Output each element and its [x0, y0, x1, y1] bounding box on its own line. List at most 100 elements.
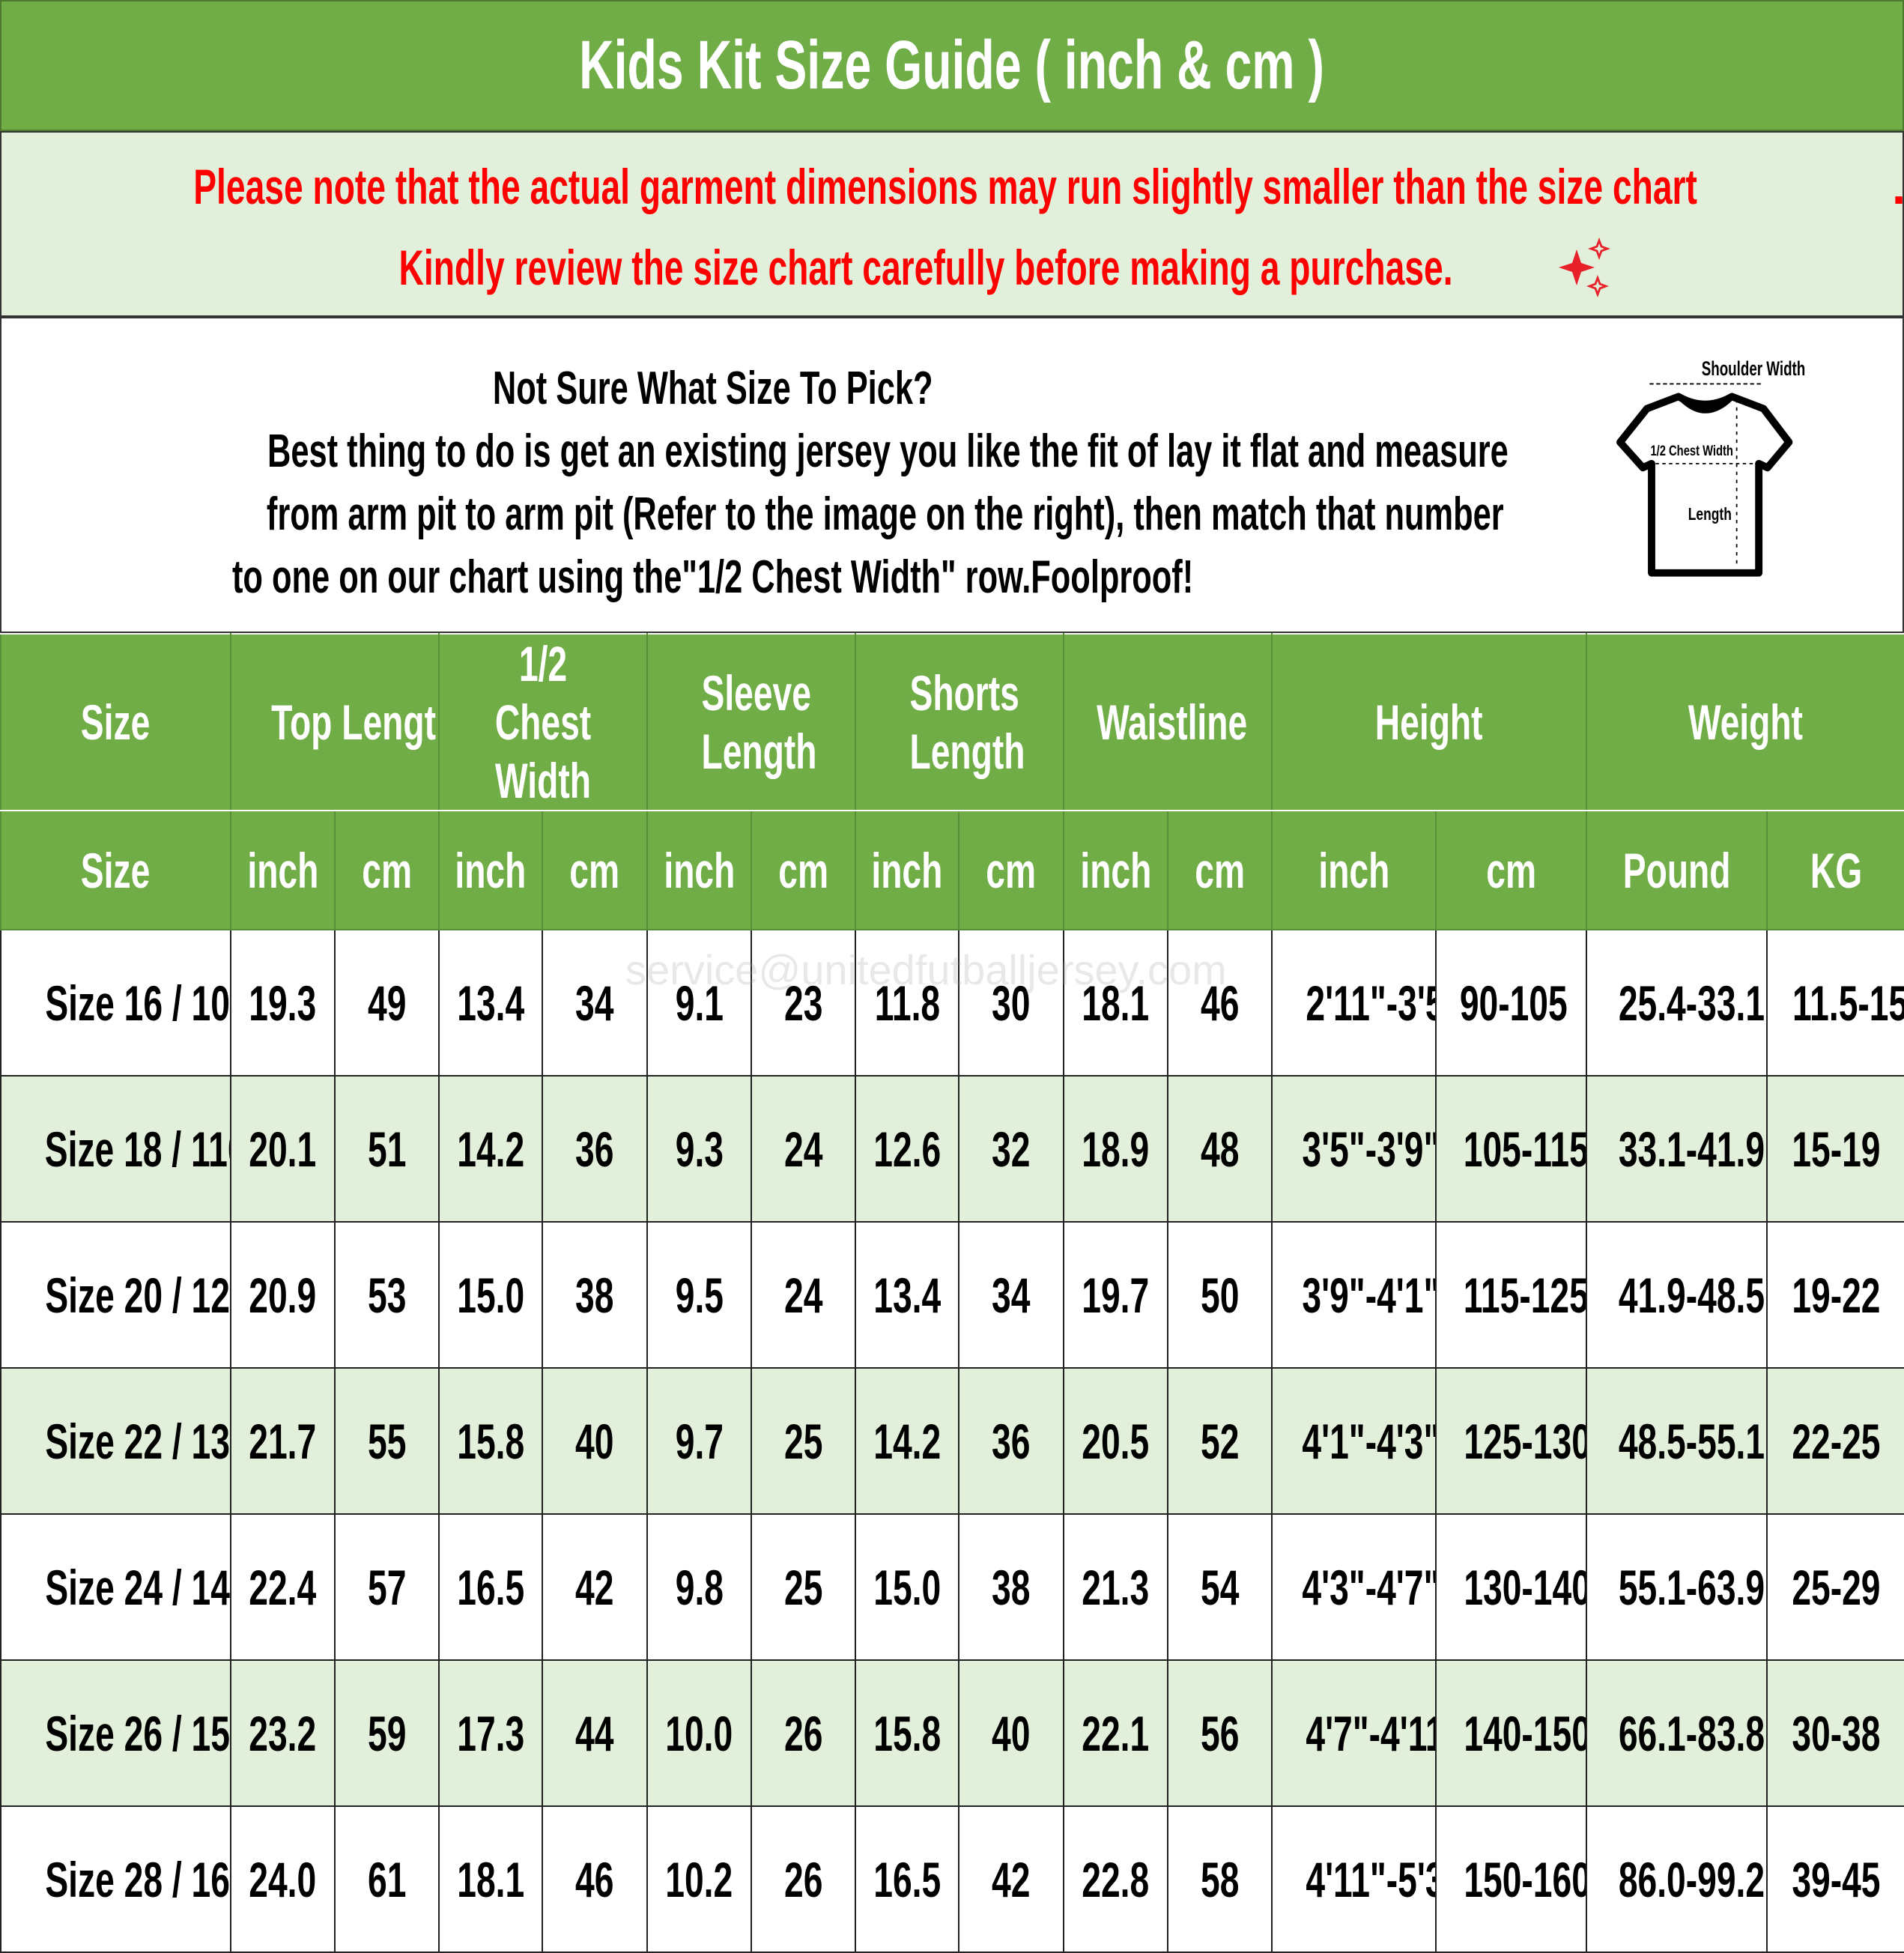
table-cell: 58: [1167, 1805, 1273, 1953]
unit-header: inch: [855, 810, 959, 930]
table-cell: 32: [958, 1075, 1064, 1223]
table-cell: 30: [958, 929, 1064, 1077]
table-cell: Size 28 / 160: [0, 1805, 231, 1953]
table-cell: 15.0: [438, 1221, 543, 1369]
unit-header: cm: [958, 810, 1064, 930]
table-cell: 24: [751, 1221, 856, 1369]
table-cell: 21.7: [230, 1367, 336, 1515]
group-header: Waistline: [1063, 633, 1273, 811]
table-cell: 9.8: [646, 1513, 752, 1661]
group-header: Weight: [1586, 633, 1904, 811]
table-cell: 57: [334, 1513, 440, 1661]
table-cell: 53: [334, 1221, 440, 1369]
table-cell: 46: [542, 1805, 648, 1953]
table-cell: 13.4: [855, 1221, 959, 1369]
table-cell: Size 26 / 150: [0, 1659, 231, 1807]
table-cell: 18.9: [1063, 1075, 1168, 1223]
unit-header: inch: [1271, 810, 1437, 930]
table-cell: 22.1: [1063, 1659, 1168, 1807]
table-cell: 55: [334, 1367, 440, 1515]
table-cell: 105-115: [1434, 1075, 1588, 1223]
table-cell: 25: [751, 1513, 856, 1661]
table-row: Size 22 / 130 21.7 55 15.8 40 9.7 25 14.2 36 20.5…: [0, 1367, 1904, 1515]
table-cell: 9.7: [646, 1367, 752, 1515]
table-cell: 10.2: [646, 1805, 752, 1953]
table-cell: 20.1: [230, 1075, 336, 1223]
table-cell: 48.5-55.1: [1586, 1367, 1768, 1515]
table-cell: 14.2: [438, 1075, 543, 1223]
unit-header: inch: [438, 810, 543, 930]
unit-header: KG: [1766, 810, 1904, 930]
table-cell: 24.0: [230, 1805, 336, 1953]
table-cell: 3'5"-3'9": [1271, 1075, 1437, 1223]
table-cell: 86.0-99.2: [1586, 1805, 1768, 1953]
table-cell: 24: [751, 1075, 856, 1223]
table-cell: 9.5: [646, 1221, 752, 1369]
table-cell: 17.3: [438, 1659, 543, 1807]
group-header: Sleeve Length: [646, 633, 856, 811]
unit-header: inch: [646, 810, 752, 930]
table-cell: 23.2: [230, 1659, 336, 1807]
table-cell: 9.1: [646, 929, 752, 1077]
table-cell: 33.1-41.9: [1586, 1075, 1768, 1223]
table-cell: 26: [751, 1805, 856, 1953]
unit-header-row: Size inch cm inch cm inch cm inch cm inch cm inch cm…: [0, 810, 1904, 930]
table-cell: 16.5: [855, 1805, 959, 1953]
table-cell: 4'11"-5'3": [1271, 1805, 1437, 1953]
table-cell: 15-19: [1766, 1075, 1904, 1223]
table-cell: 22.4: [230, 1513, 336, 1661]
group-header: Height: [1270, 633, 1588, 811]
size-table: Size Top Length 1/2 Chest Width Sleeve Leng…: [0, 633, 1904, 1953]
table-cell: Size 16 / 100: [0, 929, 231, 1077]
page-title: Kids Kit Size Guide ( inch & cm ): [0, 0, 1904, 131]
table-cell: 16.5: [438, 1513, 543, 1661]
table-cell: 38: [958, 1513, 1064, 1661]
table-cell: 9.3: [646, 1075, 752, 1223]
table-cell: 48: [1167, 1075, 1273, 1223]
table-cell: 20.5: [1063, 1367, 1168, 1515]
unit-header: Pound: [1586, 810, 1768, 930]
watermark: service@unitedfutballjersey.com: [625, 946, 1227, 993]
table-cell: 130-140: [1434, 1513, 1588, 1661]
table-cell: 51: [334, 1075, 440, 1223]
group-header: Top Length: [230, 633, 440, 811]
table-cell: 18.1: [438, 1805, 543, 1953]
table-cell: Size 18 / 110: [0, 1075, 231, 1223]
table-row: Size 20 / 120 20.9 53 15.0 38 9.5 24 13.4 34 19.7…: [0, 1221, 1904, 1369]
table-cell: 25: [751, 1367, 856, 1515]
table-cell: 66.1-83.8: [1586, 1659, 1768, 1807]
table-cell: 55.1-63.9: [1586, 1513, 1768, 1661]
notice-banner: Please note that the actual garment dime…: [0, 131, 1904, 317]
unit-header: cm: [334, 810, 440, 930]
table-cell: 10.0: [646, 1659, 752, 1807]
table-cell: 15.8: [438, 1367, 543, 1515]
table-cell: 46: [1167, 929, 1273, 1077]
table-cell: Size 22 / 130: [0, 1367, 231, 1515]
table-cell: 40: [958, 1659, 1064, 1807]
table-cell: 56: [1167, 1659, 1273, 1807]
table-cell: 40: [542, 1367, 648, 1515]
table-cell: 49: [334, 929, 440, 1077]
table-cell: 25.4-33.1: [1586, 929, 1768, 1077]
table-cell: 90-105: [1434, 929, 1588, 1077]
table-cell: 38: [542, 1221, 648, 1369]
unit-header: Size: [0, 810, 231, 930]
table-cell: 26: [751, 1659, 856, 1807]
table-cell: 15.0: [855, 1513, 959, 1661]
table-cell: 4'1"-4'3": [1271, 1367, 1437, 1515]
unit-header: inch: [1063, 810, 1168, 930]
table-row: Size 24 / 140 22.4 57 16.5 42 9.8 25 15.0 38 21.3…: [0, 1513, 1904, 1661]
table-cell: 15.8: [855, 1659, 959, 1807]
table-cell: 13.4: [438, 929, 543, 1077]
svg-text:Length: Length: [1688, 505, 1732, 524]
table-cell: 4'3"-4'7": [1271, 1513, 1437, 1661]
table-cell: 22.8: [1063, 1805, 1168, 1953]
table-cell: Size 24 / 140: [0, 1513, 231, 1661]
svg-text:1/2 Chest Width: 1/2 Chest Width: [1650, 442, 1732, 459]
table-cell: 2'11"-3'5": [1271, 929, 1437, 1077]
table-cell: 36: [542, 1075, 648, 1223]
table-cell: 19-22: [1766, 1221, 1904, 1369]
sizing-advice: Not Sure What Size To Pick? Best thing t…: [0, 317, 1904, 633]
table-row: Size 28 / 160 24.0 61 18.1 46 10.2 26 16.5 42 22.…: [0, 1805, 1904, 1953]
table-cell: 150-160: [1434, 1805, 1588, 1953]
